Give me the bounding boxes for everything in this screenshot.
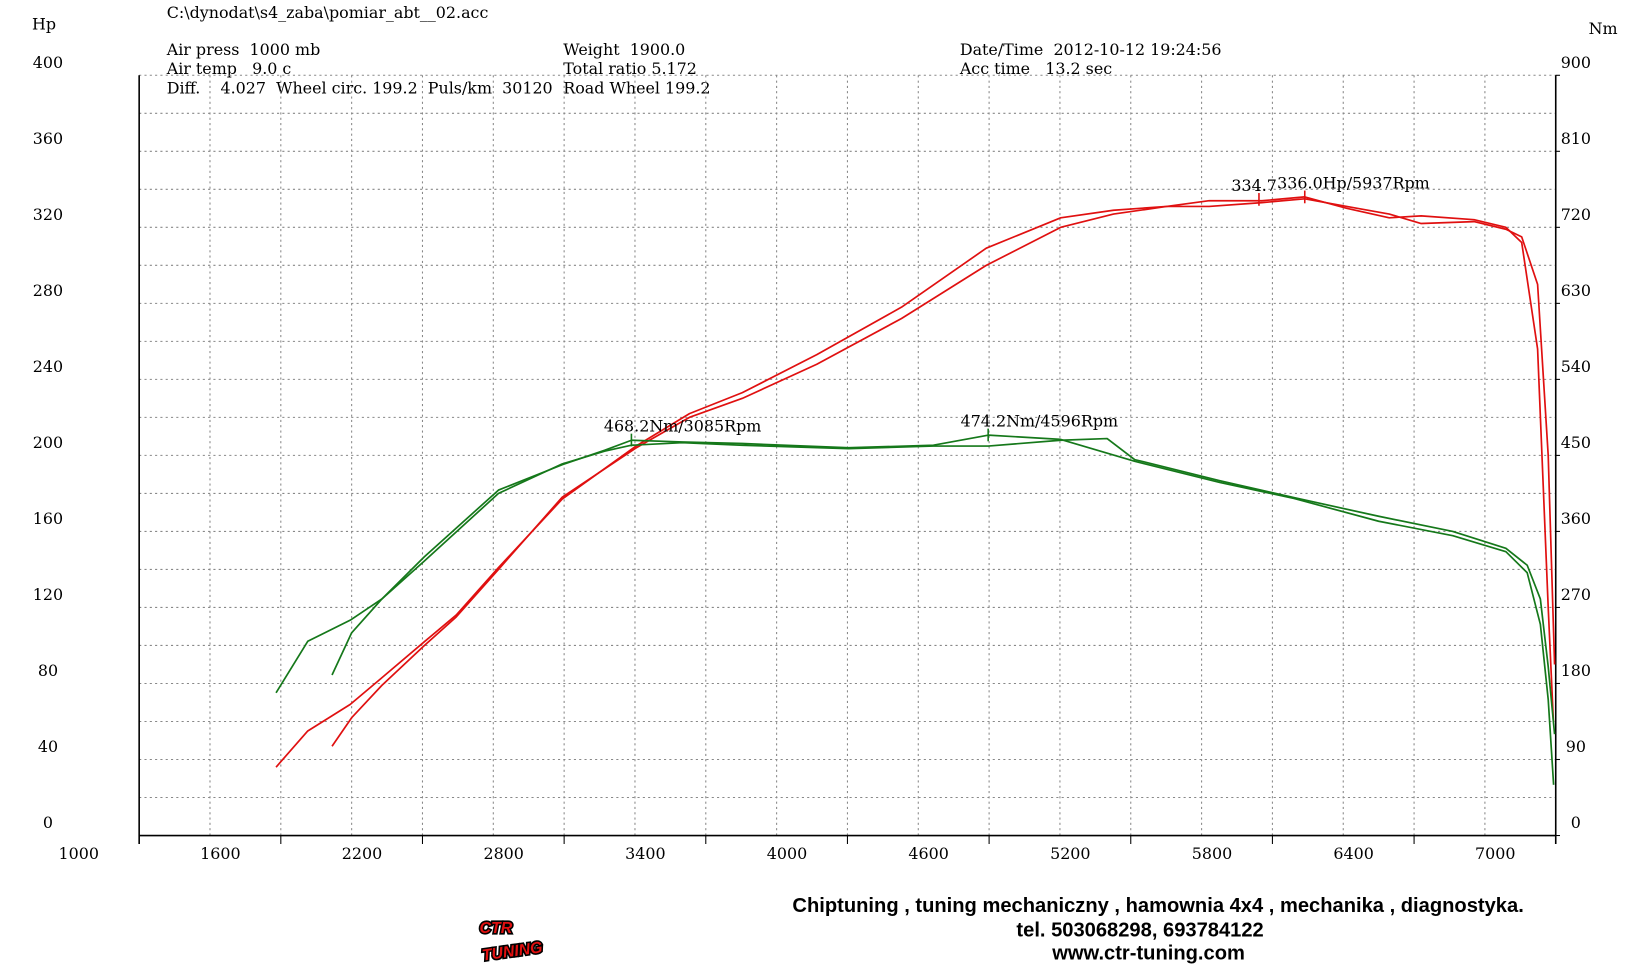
curve (331, 197, 1556, 747)
y2-axis-label: Nm (1589, 19, 1618, 38)
y2-tick-label: 720 (1561, 205, 1591, 224)
grid: 1000 1600 2200 2800 3400 4000 4600 5200 5800 6400… (33, 53, 1591, 863)
x-tick-label: 4000 (767, 844, 807, 863)
y2-tick-label: 360 (1561, 509, 1591, 528)
x-tick-label: 3400 (625, 844, 665, 863)
x-tick-label: 2200 (342, 844, 382, 863)
x-tick-label: 6400 (1333, 844, 1373, 863)
y-axis-label: Hp (32, 15, 56, 34)
x-tick-label: 2800 (483, 844, 523, 863)
y2-tick-label: 450 (1561, 433, 1591, 452)
y2-tick-label: 630 (1561, 281, 1591, 300)
footer-line: tel. 503068298, 693784122 (1016, 919, 1263, 941)
y-tick-label: 160 (33, 509, 63, 528)
y2-tick-label: 270 (1561, 585, 1591, 604)
y-tick-label: 280 (33, 281, 63, 300)
curve (275, 434, 1555, 785)
file-path: C:\dynodat\s4_zaba\pomiar_abt__02.acc (167, 3, 489, 22)
y-tick-label: 240 (33, 357, 63, 376)
x-tick-label: 1600 (200, 844, 240, 863)
footer-line: Chiptuning , tuning mechaniczny , hamown… (792, 895, 1523, 917)
info: Date/Time 2012-10-12 19:24:56 (960, 40, 1222, 59)
info: Air temp 9.0 c (166, 59, 292, 78)
x-tick-label: 7000 (1475, 844, 1515, 863)
peak-label: 474.2Nm/4596Rpm (961, 411, 1118, 430)
info: Diff. 4.027 Wheel circ. 199.2 Puls/km 30… (167, 78, 553, 97)
y2-tick-label: 0 (1571, 813, 1581, 832)
y-tick-label: 200 (33, 433, 63, 452)
info: Weight 1900.0 (563, 40, 685, 59)
y2-tick-label: 540 (1561, 357, 1591, 376)
plot: 334.7 336.0Hp/5937Rpm 468.2Nm/3085Rpm 474.2… (275, 173, 1556, 785)
y-tick-label: 400 (33, 53, 63, 72)
peak-label: 336.0Hp/5937Rpm (1277, 173, 1430, 192)
x-tick-label: 1000 (58, 844, 98, 863)
y2-tick-label: 90 (1566, 737, 1586, 756)
y2-tick-label: 180 (1561, 661, 1591, 680)
info: Total ratio 5.172 (563, 59, 697, 78)
info: Acc time 13.2 sec (959, 59, 1112, 78)
y2-tick-label: 810 (1561, 129, 1591, 148)
peak-label: 468.2Nm/3085Rpm (604, 417, 761, 436)
x-tick-label: 4600 (908, 844, 948, 863)
logo-sub: TUNING (481, 939, 544, 964)
y-tick-label: 0 (43, 813, 53, 832)
y-tick-label: 320 (33, 205, 63, 224)
footer-line: www.ctr-tuning.com (1051, 943, 1245, 965)
x-tick-label: 5800 (1192, 844, 1232, 863)
info: Air press 1000 mb (166, 40, 321, 59)
y-tick-label: 40 (38, 737, 58, 756)
y-tick-label: 360 (33, 129, 63, 148)
curve (275, 196, 1555, 768)
peak-label: 334.7 (1231, 176, 1277, 195)
y-tick-label: 120 (33, 585, 63, 604)
curve (331, 437, 1556, 735)
logo: CTR (480, 920, 513, 937)
info: Road Wheel 199.2 (563, 78, 710, 97)
x-tick-label: 5200 (1050, 844, 1090, 863)
y2-tick-label: 900 (1561, 53, 1591, 72)
y-tick-label: 80 (38, 661, 58, 680)
